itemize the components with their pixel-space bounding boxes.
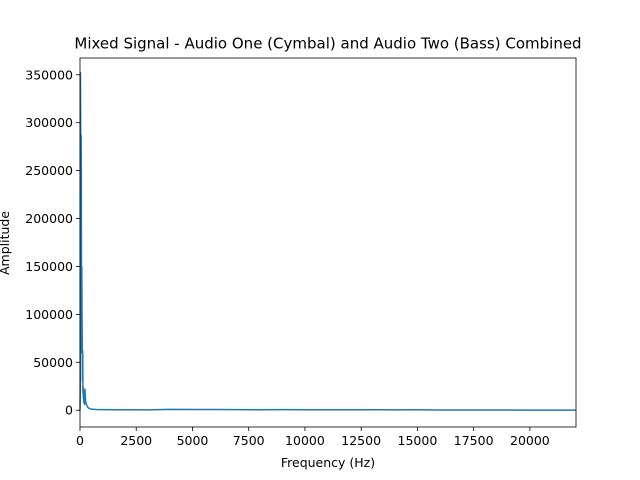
y-tick-label: 250000	[25, 163, 73, 178]
y-tick-label: 150000	[25, 259, 73, 274]
y-tick-label: 200000	[25, 211, 73, 226]
y-tick-label: 100000	[25, 307, 73, 322]
y-tick-label: 300000	[25, 115, 73, 130]
x-tick-label: 15000	[398, 433, 438, 448]
x-axis: 0 2500 5000 7500 10000 12500 15000 17500 20000	[76, 427, 550, 448]
series-line	[79, 72, 577, 411]
chart-title: Mixed Signal - Audio One (Cymbal) and Au…	[74, 35, 581, 53]
x-tick-label: 5000	[177, 433, 209, 448]
x-tick-label: 10000	[285, 433, 325, 448]
x-tick-label: 12500	[341, 433, 381, 448]
y-tick-label: 0	[65, 403, 73, 418]
y-axis-label: Amplitude	[0, 211, 12, 275]
series-layer	[79, 72, 577, 411]
y-axis: 0 50000 100000 150000 200000 250000 300000 3500…	[25, 67, 80, 418]
y-tick-label: 50000	[33, 355, 73, 370]
x-tick-label: 17500	[454, 433, 494, 448]
x-tick-label: 0	[76, 433, 84, 448]
x-tick-label: 20000	[510, 433, 550, 448]
x-axis-label: Frequency (Hz)	[281, 455, 375, 470]
plot-frame	[79, 57, 577, 428]
x-tick-label: 2500	[120, 433, 152, 448]
x-tick-label: 7500	[233, 433, 265, 448]
y-tick-label: 350000	[25, 67, 73, 82]
